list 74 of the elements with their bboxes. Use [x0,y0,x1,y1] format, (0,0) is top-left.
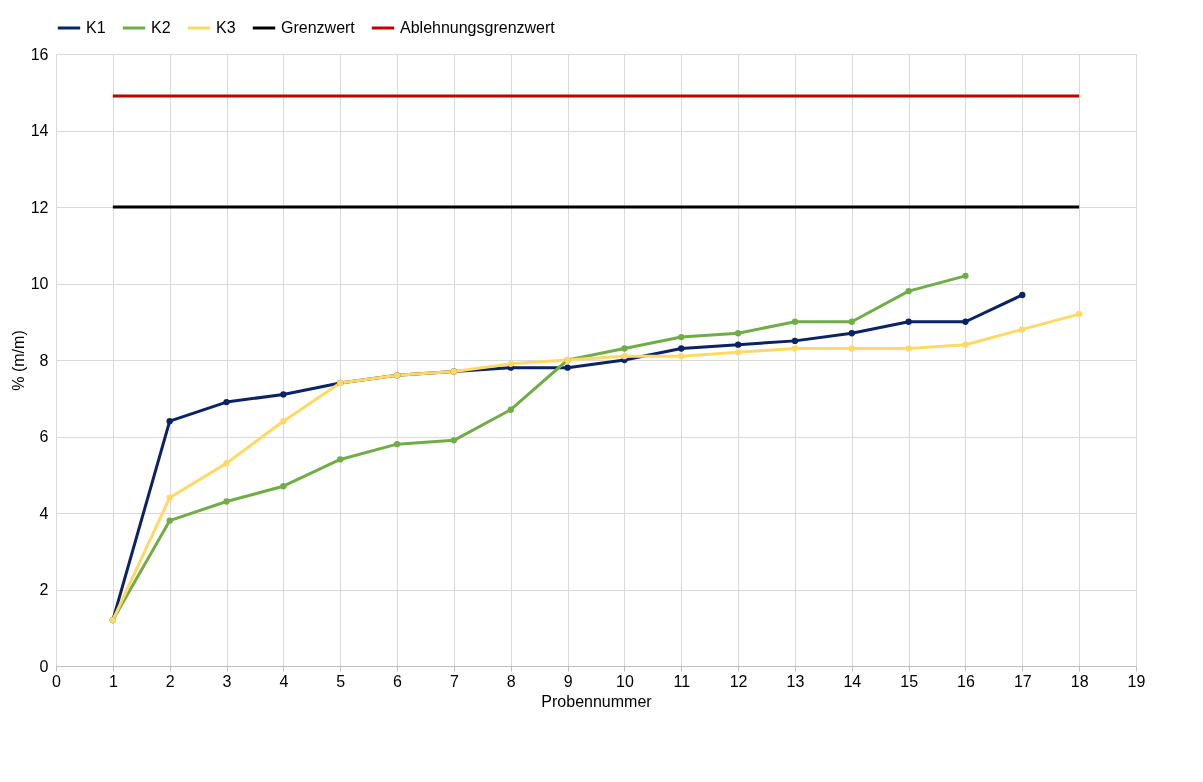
y-tick-label: 8 [39,351,49,369]
x-tick-label: 18 [1070,672,1089,690]
x-tick-label: 4 [279,672,289,690]
point [734,341,742,348]
x-tick-label: 17 [1013,672,1032,690]
x-tick-label: 8 [506,672,516,690]
x-axis-title: Probennummer [541,692,653,710]
point [393,440,401,448]
point [962,318,969,325]
point [848,345,855,352]
x-tick-label: 11 [673,672,691,690]
point [1019,326,1026,333]
point [166,418,173,425]
point [280,391,287,398]
point [678,345,685,352]
point [564,364,571,371]
point [166,517,173,524]
point [734,330,742,337]
point [848,330,855,337]
legend-label: Ablehnungsgrenzwert [400,19,556,36]
point [1019,291,1026,299]
y-tick-label: 12 [30,198,49,216]
x-tick-label: 1 [108,672,118,690]
x-tick-label: 9 [563,672,573,690]
point [223,498,230,505]
x-tick-label: 15 [900,672,919,690]
y-tick-label: 2 [39,581,49,598]
point [621,345,628,352]
y-axis-title: % (m/m) [9,330,27,391]
x-tick-label: 7 [449,672,459,690]
point [905,345,912,352]
point [621,353,628,360]
point [791,318,799,325]
point [337,456,344,463]
y-tick-label: 14 [30,122,49,139]
legend-label: K1 [86,19,106,36]
point [166,494,173,501]
x-tick-label: 0 [52,672,62,690]
point [791,345,799,352]
x-tick-label: 5 [336,672,346,690]
legend-label: K3 [216,19,236,36]
x-tick-label: 14 [843,672,862,690]
point [678,353,685,360]
x-tick-label: 6 [393,672,403,690]
y-tick-label: 6 [39,428,49,445]
point [1076,310,1083,318]
point [450,437,458,444]
x-tick-label: 10 [616,672,634,690]
point [905,287,912,295]
y-tick-label: 16 [30,45,49,63]
x-tick-label: 3 [222,672,232,690]
x-tick-label: 16 [957,672,975,690]
point [280,418,287,425]
point [678,333,685,341]
point [223,398,230,406]
x-tick-label: 19 [1127,672,1146,690]
x-tick-label: 12 [729,672,748,690]
y-tick-label: 4 [39,504,49,522]
y-tick-label: 10 [30,275,49,292]
x-tick-label: 13 [786,672,805,690]
point [734,349,742,356]
point [223,460,230,467]
point [280,483,287,490]
point [848,318,855,325]
point [905,318,912,325]
point [962,341,969,348]
x-tick-label: 2 [165,672,175,690]
point [962,272,969,280]
point [791,337,799,345]
point [507,360,514,367]
legend-label: K2 [151,19,171,36]
legend-label: Grenzwert [281,19,356,36]
y-tick-label: 0 [39,657,49,675]
point [507,406,514,413]
